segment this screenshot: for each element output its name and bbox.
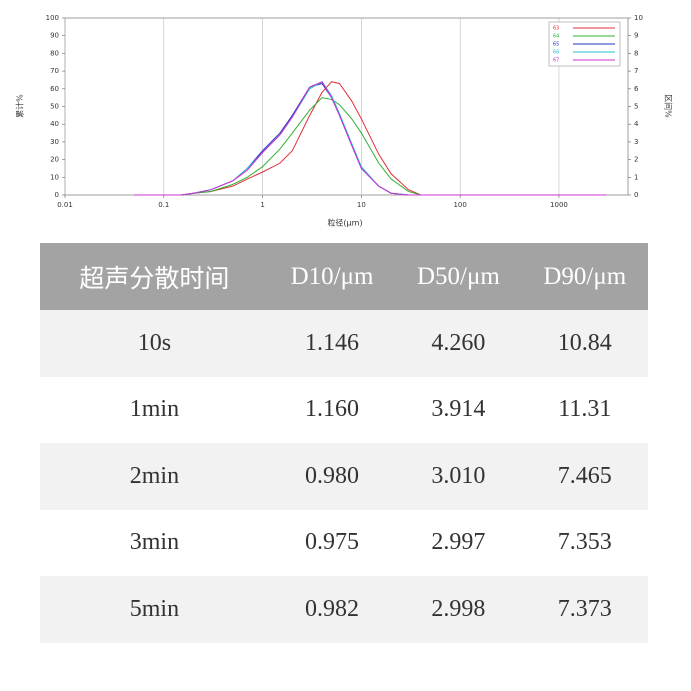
y2-axis-label: 区间% (664, 94, 673, 118)
table-cell: 0.975 (268, 509, 396, 576)
header-cell: D10/μm (268, 243, 396, 310)
table-cell: 7.465 (521, 443, 648, 510)
legend-label: 64 (553, 34, 559, 40)
table-cell: 5min (40, 576, 269, 643)
y2-tick-label: 1 (634, 173, 638, 181)
table-cell: 7.373 (521, 576, 648, 643)
y2-tick-label: 0 (634, 191, 638, 199)
y-tick-label: 100 (46, 14, 59, 22)
x-tick-label: 0.01 (57, 201, 73, 209)
table-cell: 11.31 (521, 376, 648, 443)
y-axis-label: 累计% (15, 94, 25, 118)
table-cell: 3min (40, 509, 269, 576)
x-tick-label: 1000 (550, 201, 568, 209)
table-cell: 4.260 (395, 310, 522, 377)
series-line (134, 81, 607, 196)
y-tick-label: 70 (50, 67, 59, 75)
table-row: 2min 0.980 3.010 7.465 (40, 443, 648, 510)
y-tick-label: 80 (50, 49, 59, 57)
y-tick-label: 20 (50, 156, 59, 164)
y2-tick-label: 2 (634, 156, 638, 164)
table-cell: 2.998 (395, 576, 522, 643)
table-cell: 1min (40, 376, 269, 443)
y-tick-label: 60 (50, 85, 59, 93)
table-header: 超声分散时间 D10/μm D50/μm D90/μm (40, 243, 648, 310)
table-row: 10s 1.146 4.260 10.84 (40, 310, 648, 377)
y-tick-label: 30 (50, 138, 59, 146)
y2-tick-label: 7 (634, 67, 638, 75)
y2-tick-label: 6 (634, 85, 639, 93)
legend-label: 67 (553, 58, 559, 64)
y2-tick-label: 10 (634, 14, 643, 22)
plot-frame (64, 17, 629, 196)
table-cell: 1.160 (268, 376, 396, 443)
y2-tick-label: 8 (634, 49, 638, 57)
y-tick-label: 40 (50, 120, 59, 128)
table-cell: 2min (40, 443, 269, 510)
y2-tick-label: 5 (634, 103, 638, 111)
table-cell: 2.997 (395, 509, 522, 576)
table-cell: 0.982 (268, 576, 396, 643)
table-row: 3min 0.975 2.997 7.353 (40, 509, 648, 576)
y-tick-label: 90 (50, 32, 59, 40)
legend-label: 66 (553, 50, 559, 56)
data-table: 超声分散时间 D10/μm D50/μm D90/μm 10s 1.146 4.260 10.… (40, 243, 648, 643)
x-tick-label: 0.1 (158, 201, 169, 209)
chart: 粒径(μm) 累计% 区间% 0.01 0.1 1 10 100 100001020304… (15, 14, 673, 228)
table-cell: 1.146 (268, 310, 396, 377)
y2-tick-label: 4 (634, 120, 639, 128)
header-cell: 超声分散时间 (40, 243, 269, 310)
x-tick-label: 100 (453, 201, 466, 209)
y2-tick-label: 3 (634, 138, 638, 146)
header-cell: D50/μm (395, 243, 522, 310)
y-tick-label: 0 (55, 191, 59, 199)
y-tick-label: 10 (50, 173, 59, 181)
header-cell: D90/μm (521, 243, 648, 310)
legend-label: 65 (553, 42, 559, 48)
x-axis-label: 粒径(μm) (327, 218, 362, 228)
table-cell: 10.84 (521, 310, 648, 377)
y-tick-label: 50 (50, 103, 59, 111)
x-tick-label: 1 (260, 201, 264, 209)
table-cell: 3.914 (395, 376, 522, 443)
table-cell: 7.353 (521, 509, 648, 576)
y2-tick-label: 9 (634, 32, 638, 40)
series-line (134, 82, 607, 196)
table-cell: 0.980 (268, 443, 396, 510)
table-cell: 10s (40, 310, 269, 377)
x-tick-label: 10 (357, 201, 366, 209)
series-line (134, 97, 607, 196)
legend-label: 63 (553, 26, 559, 32)
table-cell: 3.010 (395, 443, 522, 510)
table-row: 1min 1.160 3.914 11.31 (40, 376, 648, 443)
table-row: 5min 0.982 2.998 7.373 (40, 576, 648, 643)
